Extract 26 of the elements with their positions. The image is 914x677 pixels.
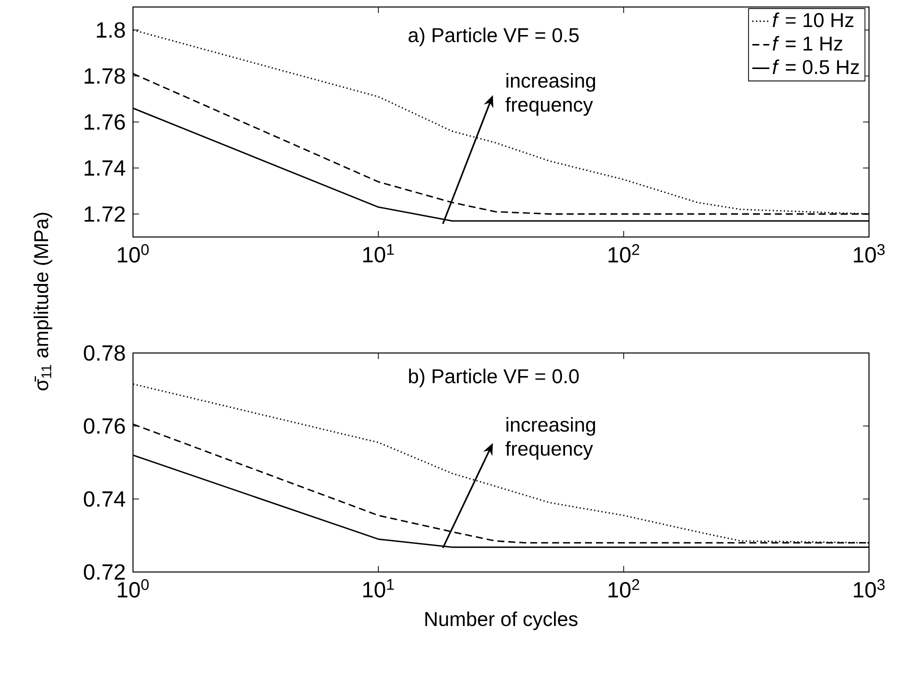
x-tick-label: 10$^{1}$ [363, 579, 394, 598]
legend-label: f = 0.5 Hz [772, 59, 859, 74]
annotation: a) Particle VF = 0.5 [408, 28, 579, 46]
x-tick-label: 10$^{0}$ [118, 244, 149, 263]
annotation: b) Particle VF = 0.0 [409, 368, 579, 388]
y-tick-label: 1.76 [84, 114, 125, 130]
x-tick-label: 10$^{3}$ [854, 579, 885, 598]
x-tick-label: 10$^{2}$ [608, 579, 640, 598]
y-tick-label: 0.78 [84, 345, 125, 361]
x-axis-title: Number of cycles [425, 611, 578, 630]
y-tick-label: 1.72 [84, 206, 125, 222]
y-tick-label: 0.74 [84, 491, 126, 507]
y-axis-title: σ̄$_{11}$ amplitude (MPa) [34, 212, 52, 390]
x-tick-label: 10$^{3}$ [854, 244, 885, 263]
x-tick-label: 10$^{2}$ [608, 244, 640, 263]
y-tick-label: 1.8 [96, 22, 125, 38]
x-tick-label: 10$^{0}$ [118, 579, 149, 598]
y-tick-label: 1.78 [84, 68, 125, 84]
y-tick-label: 0.72 [84, 564, 125, 580]
annotation: increasing frequency [505, 417, 596, 460]
x-tick-label: 10$^{1}$ [363, 244, 394, 262]
legend-label: f = 10 Hz [772, 12, 854, 28]
y-tick-label: 1.74 [84, 160, 126, 176]
y-tick-label: 0.76 [84, 418, 125, 434]
annotation: increasing frequency [505, 73, 596, 116]
legend-label: f = 1 Hz [772, 36, 842, 50]
